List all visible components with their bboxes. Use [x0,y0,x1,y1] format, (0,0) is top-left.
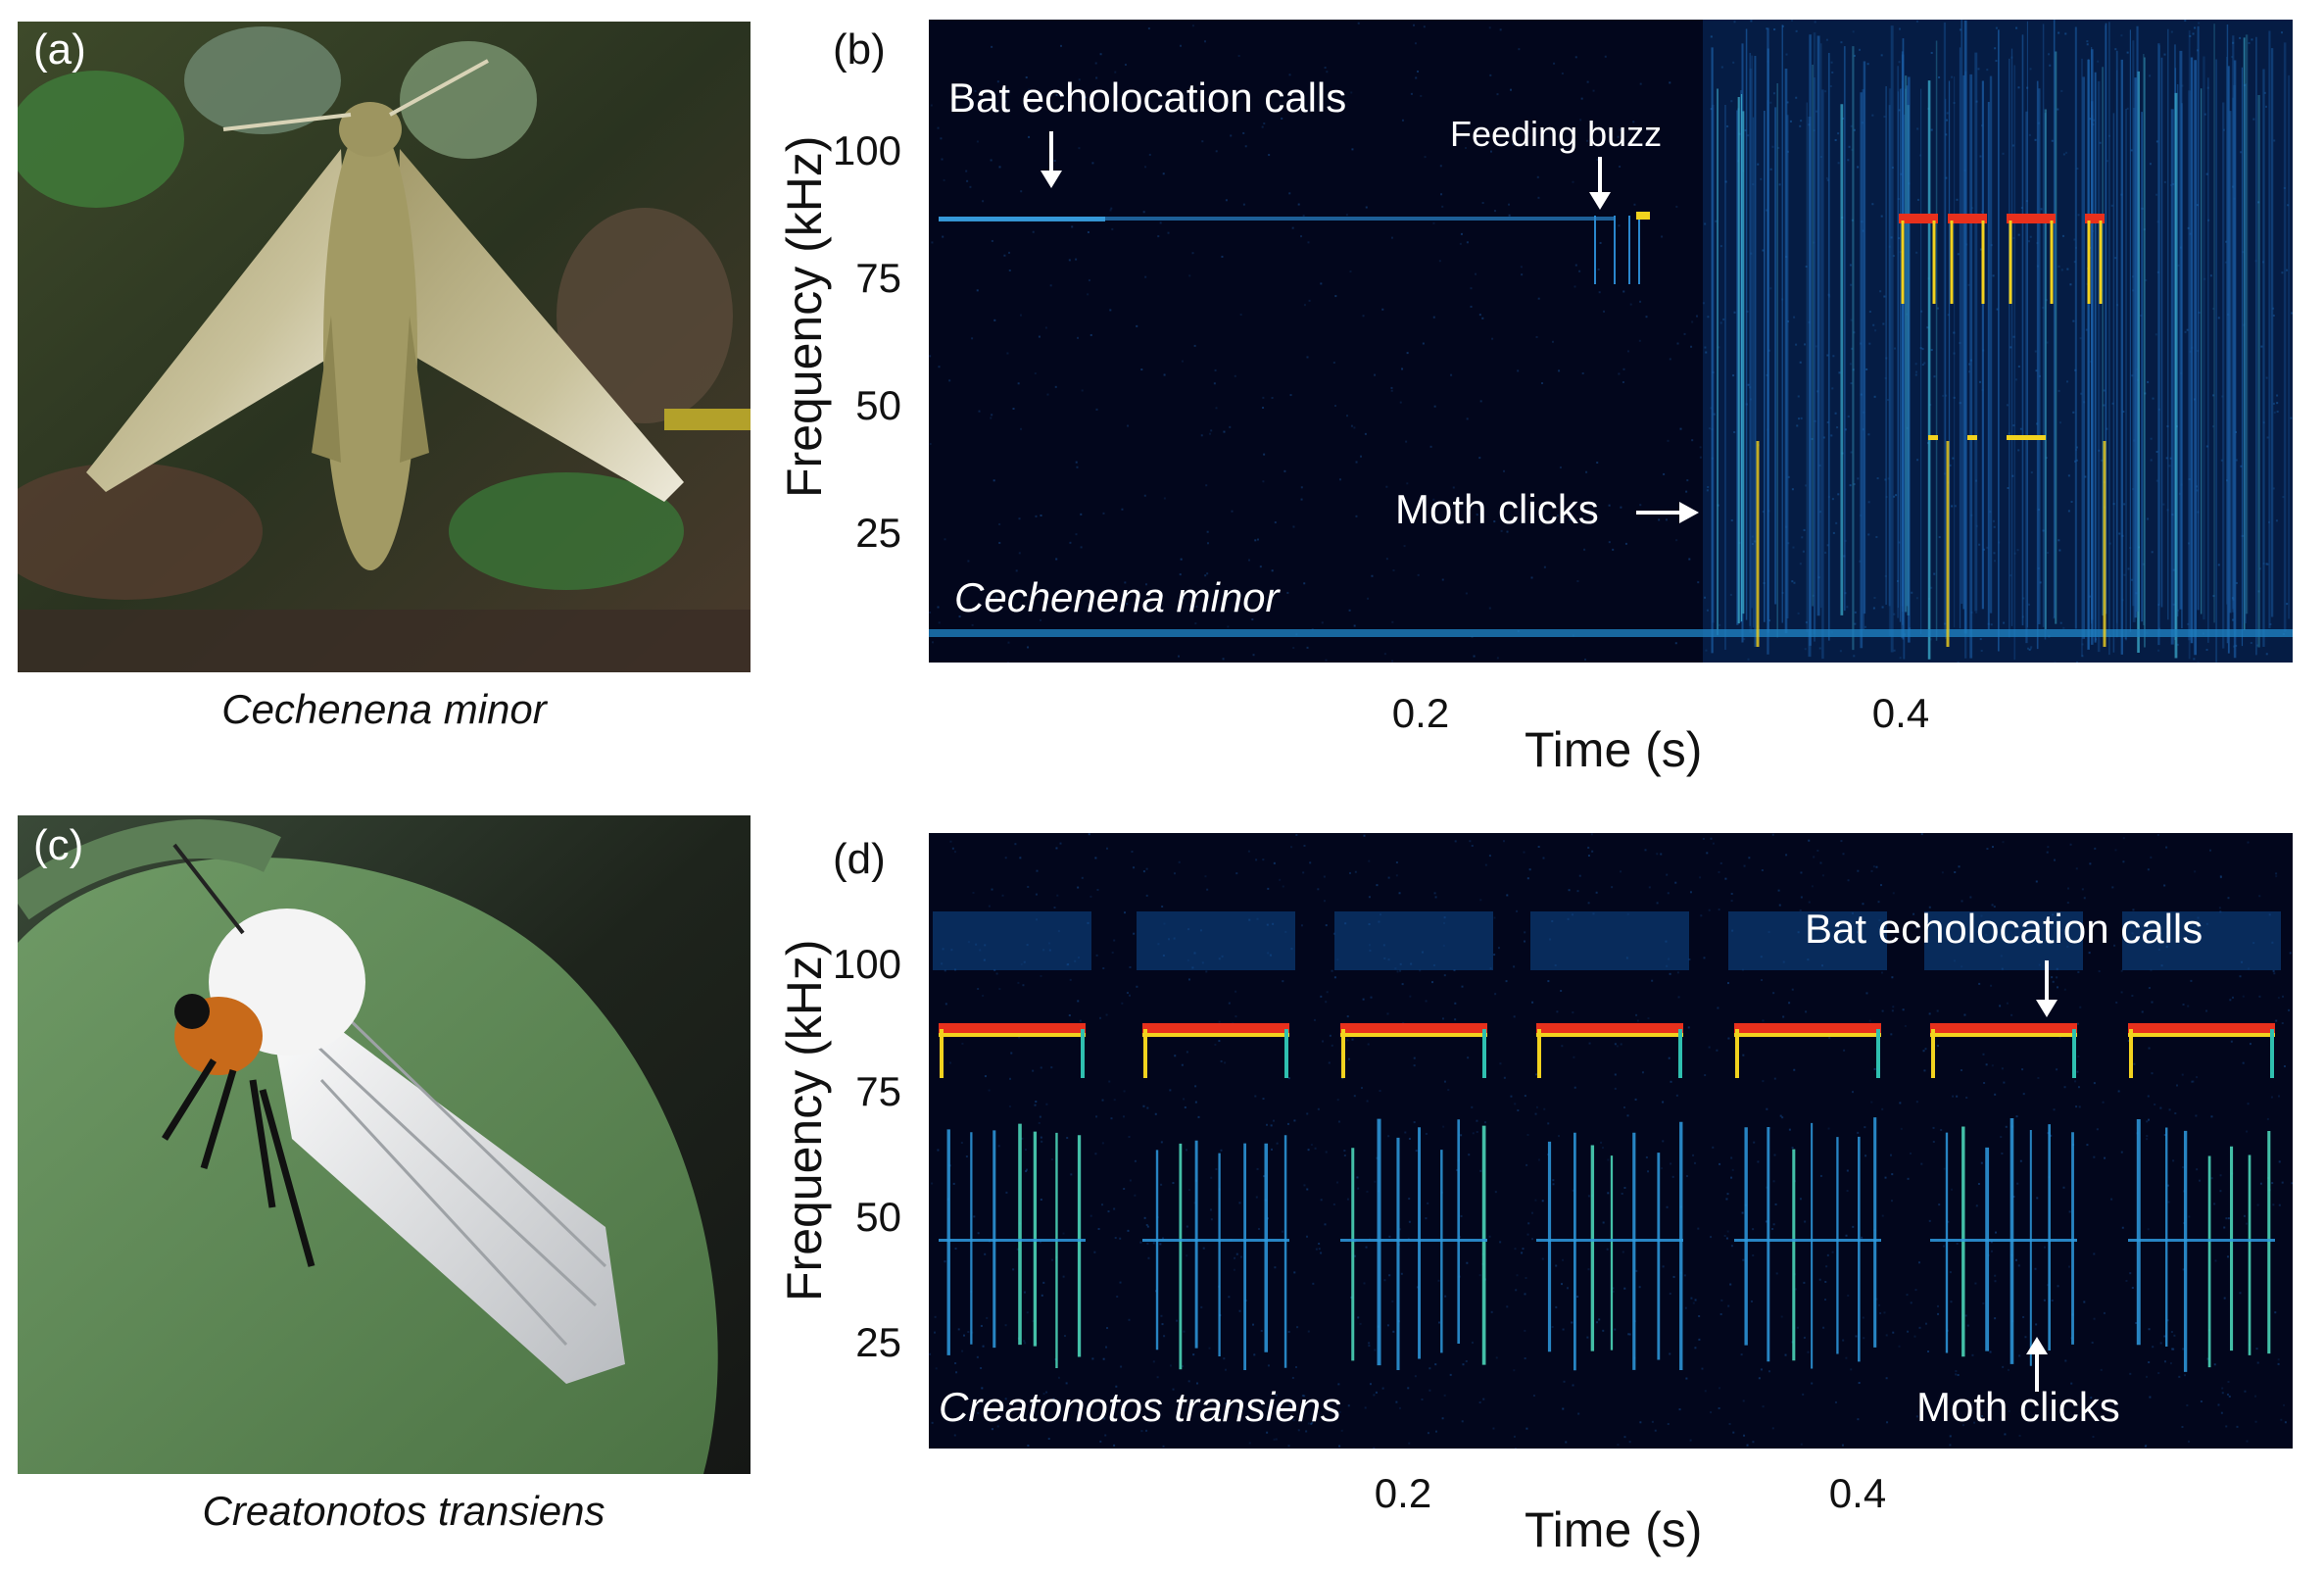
annotation-feeding-buzz-b: Feeding buzz [1450,114,1663,154]
photo-creatonotos-transiens [18,815,750,1474]
spectrogram-d [929,833,2293,1449]
ytick-d-50: 50 [855,1194,901,1240]
panel-label-a: (a) [33,25,86,74]
xtick-b-0.4: 0.4 [1871,690,1930,736]
arrow-moth-clicks-b [1636,502,1699,523]
ytick-d-75: 75 [855,1068,901,1114]
arrow-feeding-buzz-b [1589,157,1611,210]
xtick-d-0.2: 0.2 [1374,1470,1432,1516]
panel-label-b: (b) [833,25,886,74]
x-axis-title-d: Time (s) [1525,1502,1703,1557]
ytick-b-100: 100 [832,127,901,173]
species-label-b: Cechenena minor [954,574,1280,620]
photo-cechenena-minor [18,22,750,672]
caption-c: Creatonotos transiens [202,1488,605,1534]
ytick-d-25: 25 [855,1319,901,1365]
xtick-d-0.4: 0.4 [1828,1470,1887,1516]
y-axis-title-b: Frequency (kHz) [777,135,832,498]
arrow-bat-calls-d [2036,960,2058,1017]
y-axis-title-d: Frequency (kHz) [777,939,832,1302]
xtick-b-0.2: 0.2 [1391,690,1450,736]
arrow-moth-clicks-d [2026,1337,2048,1392]
arrow-bat-calls-b [1041,131,1062,188]
x-axis-title-b: Time (s) [1525,722,1703,777]
ytick-b-25: 25 [855,510,901,556]
caption-a: Cechenena minor [221,686,547,732]
ytick-b-50: 50 [855,382,901,428]
annotation-moth-clicks-d: Moth clicks [1916,1384,2120,1430]
panel-label-c: (c) [33,821,84,869]
panel-label-d: (d) [833,835,886,883]
ytick-b-75: 75 [855,255,901,301]
species-label-d: Creatonotos transiens [939,1384,1341,1430]
annotation-moth-clicks-b: Moth clicks [1395,486,1599,532]
annotation-bat-calls-d: Bat echolocation calls [1805,906,2203,952]
annotation-bat-calls-b: Bat echolocation calls [948,74,1347,121]
spectrogram-b [929,20,2293,663]
ytick-d-100: 100 [832,941,901,987]
